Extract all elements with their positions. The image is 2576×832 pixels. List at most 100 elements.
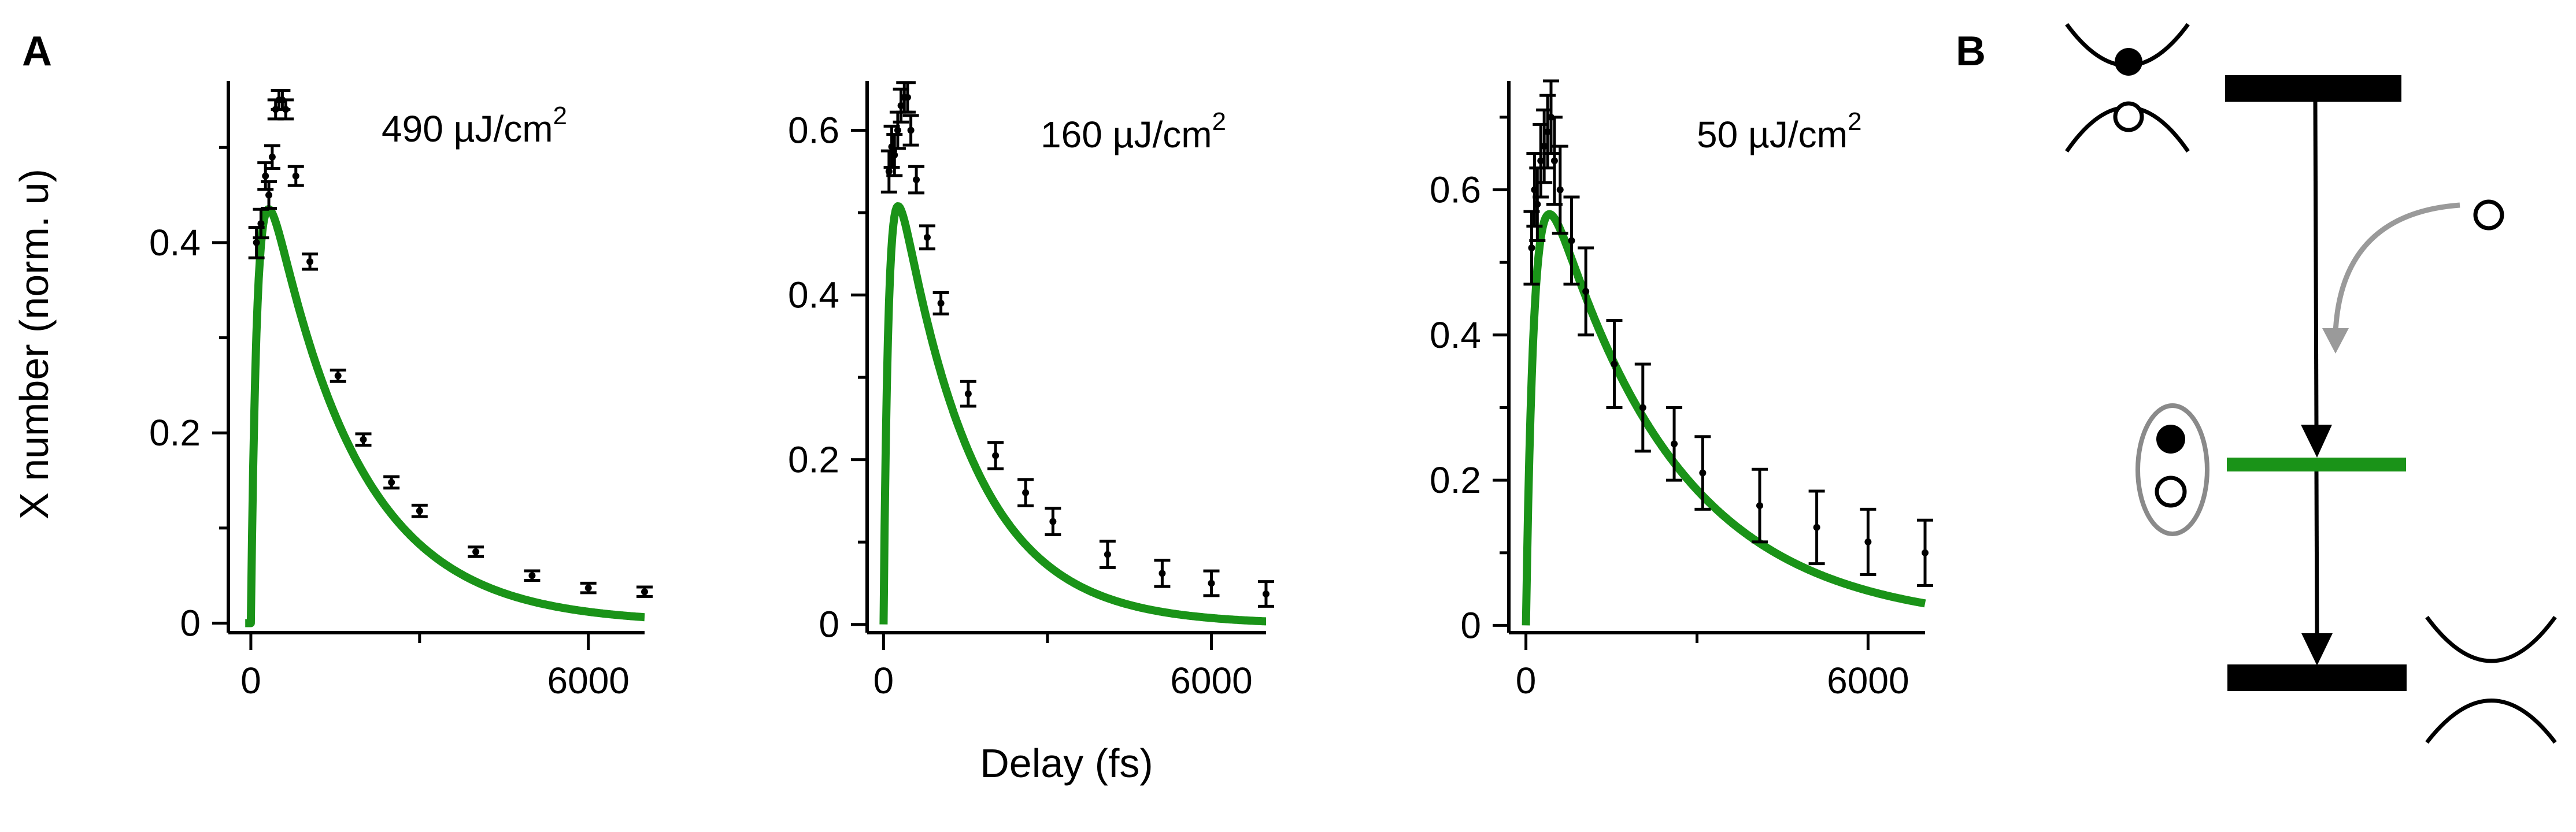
exciton-to-lower — [2314, 471, 2319, 636]
data-point — [1529, 166, 1546, 242]
data-marker — [292, 172, 299, 180]
data-marker — [1528, 244, 1535, 252]
data-marker — [923, 233, 931, 241]
data-marker — [1534, 200, 1541, 208]
data-marker — [1699, 469, 1707, 477]
data-point — [960, 380, 976, 408]
x-tick-label: 6000 — [1827, 660, 1909, 701]
y-tick-label: 0.2 — [1430, 459, 1481, 501]
y-tick-label: 0 — [819, 604, 839, 645]
arrowhead-lower — [2301, 633, 2333, 666]
data-point — [1203, 569, 1220, 597]
energy-diagram — [2065, 23, 2557, 744]
data-marker — [1263, 590, 1270, 598]
data-marker — [334, 372, 342, 380]
data-marker — [1568, 237, 1575, 244]
fluence-label: 490 µJ/cm2 — [382, 102, 567, 150]
x-axis-label: Delay (fs) — [980, 741, 1153, 786]
data-marker — [897, 102, 905, 109]
data-point — [1045, 507, 1061, 536]
data-marker — [265, 191, 273, 199]
data-marker — [1582, 288, 1590, 295]
data-point — [1552, 144, 1568, 235]
chart-490: 0 0.2 0.4 0 6000 X number (norm. u) 490 µJ/cm2 — [12, 81, 653, 701]
arrowhead-exciton — [2301, 425, 2332, 458]
data-marker — [1639, 404, 1646, 411]
exciton-pair-outline — [2135, 403, 2209, 536]
data-marker — [388, 478, 395, 486]
data-marker — [894, 127, 901, 134]
data-marker — [528, 572, 536, 580]
data-marker — [907, 127, 915, 134]
data-point — [264, 144, 280, 170]
data-point — [1563, 195, 1580, 286]
data-marker — [257, 220, 265, 227]
data-point — [287, 165, 304, 187]
data-marker — [1864, 538, 1872, 545]
data-point — [987, 441, 1004, 470]
data-marker — [1544, 128, 1552, 135]
chart-50: 0 0.2 0.4 0.6 0 6000 50 µJ/cm2 — [1430, 79, 1933, 701]
data-point — [902, 114, 919, 147]
data-point — [580, 581, 597, 595]
data-point — [1666, 406, 1683, 482]
panel-label-a: A — [22, 28, 52, 75]
x-tick-label: 0 — [240, 660, 261, 701]
data-marker — [472, 548, 480, 556]
panel-label-b: B — [1956, 28, 1986, 75]
y-tick-label: 0 — [1460, 604, 1481, 646]
data-point — [468, 545, 484, 558]
upper-band-edge — [2225, 75, 2401, 102]
capture-arrowhead — [2322, 328, 2349, 354]
data-point — [1634, 362, 1651, 453]
x-tick-label: 6000 — [547, 660, 630, 701]
electron-icon — [2115, 48, 2142, 76]
data-marker — [1049, 518, 1057, 525]
y-tick-label: 0.4 — [788, 274, 839, 316]
data-marker — [282, 106, 290, 113]
data-point — [277, 98, 294, 121]
fit-curve — [1522, 210, 1928, 626]
data-point — [1099, 540, 1116, 569]
data-marker — [1756, 502, 1763, 510]
data-marker — [1537, 157, 1545, 165]
data-marker — [891, 151, 898, 159]
data-point — [1536, 108, 1553, 184]
data-marker — [964, 390, 972, 398]
data-marker — [1159, 570, 1166, 577]
data-point — [1539, 94, 1556, 170]
data-point — [261, 180, 277, 210]
fluence-label: 160 µJ/cm2 — [1041, 107, 1226, 155]
data-point — [1917, 518, 1933, 587]
exciton-electron-icon — [2156, 425, 2185, 454]
x-tick-label: 0 — [1516, 660, 1537, 701]
y-tick-label: 0.6 — [1430, 169, 1481, 210]
data-point — [1606, 319, 1623, 409]
data-marker — [1541, 143, 1548, 150]
data-marker — [992, 452, 1000, 459]
data-point — [524, 569, 541, 582]
data-marker — [1922, 549, 1929, 556]
y-tick-label: 0 — [180, 603, 201, 644]
data-marker — [1104, 551, 1111, 558]
y-axis-label: X number (norm. u) — [12, 169, 57, 519]
data-point — [886, 133, 903, 177]
x-tick-label: 6000 — [1170, 660, 1252, 701]
y-tick-label: 0.6 — [788, 110, 839, 151]
data-marker — [416, 507, 423, 515]
data-point — [1578, 246, 1594, 337]
data-marker — [1671, 440, 1678, 448]
data-marker — [1611, 361, 1618, 368]
data-marker — [268, 153, 276, 161]
data-marker — [360, 436, 367, 443]
data-point — [302, 252, 319, 271]
data-point — [383, 475, 400, 490]
data-point — [1017, 478, 1034, 507]
data-point — [908, 165, 925, 195]
data-point — [1546, 116, 1563, 206]
data-marker — [306, 258, 314, 265]
lower-band-edge — [2227, 664, 2407, 691]
capture-arrow — [2333, 202, 2460, 333]
hole-icon — [2113, 101, 2144, 132]
